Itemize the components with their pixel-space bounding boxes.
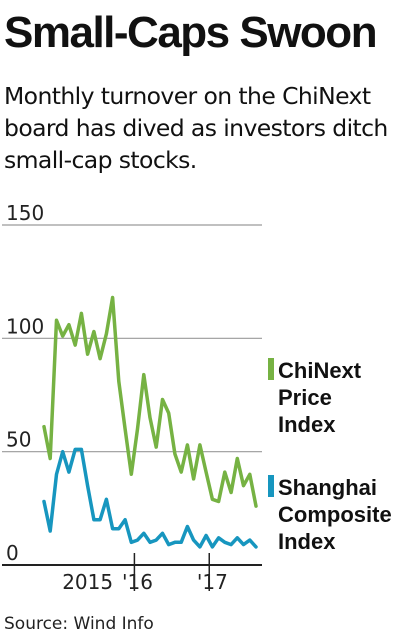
legend-swatch-shanghai (268, 475, 274, 497)
y-tick-label-150: 150 (6, 201, 44, 225)
legend-swatch-chinext (268, 358, 274, 380)
y-tick-label-100: 100 (6, 314, 44, 338)
series-line-chinext (42, 295, 258, 508)
line-chart: 0501001502015'16'17ChiNextPriceIndexShan… (2, 201, 392, 594)
chart-title: Small-Caps Swoon (4, 8, 378, 57)
legend-label-shanghai-0: Shanghai (278, 475, 377, 500)
source-note: Source: Wind Info (4, 614, 154, 634)
x-tick-label-1: '16 (122, 570, 153, 594)
legend-label-chinext-1: Price (278, 385, 332, 410)
y-tick-label-0: 0 (6, 541, 19, 565)
legend-label-chinext-2: Index (278, 412, 336, 437)
x-tick-label-0: 2015 (62, 570, 113, 594)
chart-subtitle: Monthly turnover on the ChiNext board ha… (4, 82, 388, 174)
series-line-shanghai (42, 447, 258, 549)
x-tick-label-2: '17 (197, 570, 228, 594)
legend-label-shanghai-2: Index (278, 529, 336, 554)
legend-label-shanghai-1: Composite (278, 502, 392, 527)
y-tick-label-50: 50 (6, 428, 31, 452)
legend-label-chinext-0: ChiNext (278, 358, 362, 383)
